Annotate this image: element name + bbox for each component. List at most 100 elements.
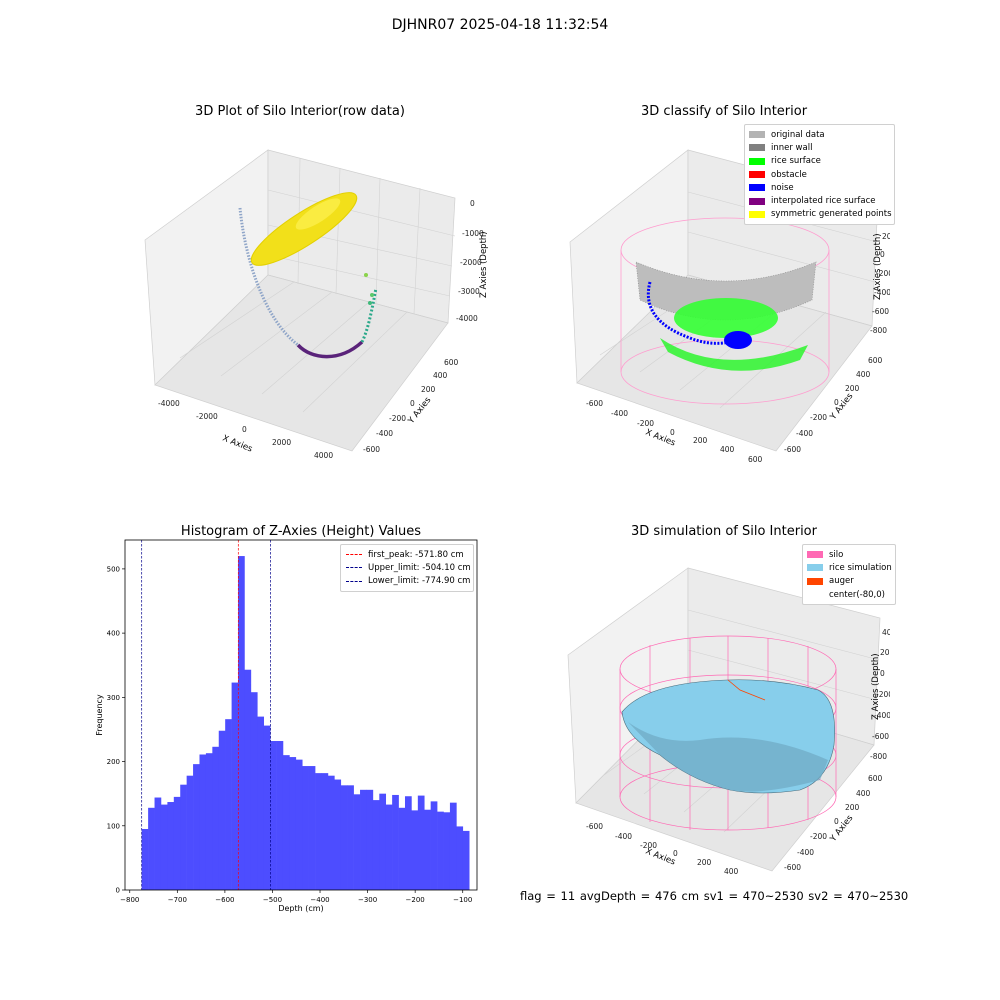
histogram-bar	[225, 719, 232, 890]
histogram-bar	[340, 785, 348, 890]
x-tick-label: −300	[358, 896, 377, 904]
y-tick: 600	[868, 774, 883, 783]
legend-swatch	[807, 577, 823, 585]
y-tick: -400	[796, 429, 813, 438]
x-axis: −800 −700 −600 −500 −400 −300 −200 −100	[120, 890, 472, 904]
histogram-bar	[212, 746, 220, 890]
histogram-bar	[385, 804, 393, 890]
legend-item: first_peak: -571.80 cm	[346, 548, 468, 561]
z-axis-label: Z Axies (Depth)	[479, 231, 489, 298]
histogram-bar	[141, 828, 149, 890]
y-tick-label: 100	[107, 822, 120, 830]
simulation-plot-title: 3D simulation of Silo Interior	[631, 524, 817, 539]
histogram-bar	[205, 753, 213, 890]
y-tick: 600	[444, 358, 459, 367]
histogram-bar	[347, 785, 354, 890]
z-tick: -200	[876, 269, 890, 278]
z-tick: -2000	[460, 258, 482, 267]
histogram-bar	[334, 779, 342, 890]
legend-swatch	[807, 551, 823, 559]
z-tick: 0	[880, 250, 885, 259]
y-tick: 0	[834, 398, 839, 407]
histogram-bar	[250, 692, 258, 890]
z-tick: -400	[874, 711, 890, 720]
histogram-bar	[366, 789, 374, 890]
legend-label: rice surface	[771, 156, 821, 167]
histogram-title: Histogram of Z-Axies (Height) Values	[180, 524, 422, 539]
histogram-legend: first_peak: -571.80 cm Upper_limit: -504…	[340, 544, 474, 592]
histogram-chart: −800 −700 −600 −500 −400 −300 −200 −100 0 100 200…	[95, 539, 478, 913]
y-tick: -400	[797, 848, 814, 857]
z-tick: -4000	[456, 314, 478, 323]
legend-item: noise	[749, 181, 890, 194]
legend-item: inner wall	[749, 141, 890, 154]
legend-item: Lower_limit: -774.90 cm	[346, 575, 470, 588]
legend-item: rice surface	[749, 155, 890, 168]
z-axis-label: Z Axies (Depth)	[873, 233, 883, 300]
x-tick-label: −800	[120, 896, 139, 904]
z-tick: 0	[880, 669, 885, 678]
plot-frame	[124, 539, 478, 891]
histogram-bar	[186, 775, 194, 890]
y-axis: 0 100 200 300 400 500	[107, 565, 125, 895]
x-tick: -4000	[158, 399, 180, 408]
x-tick: -200	[637, 419, 654, 428]
histogram-bar	[379, 793, 387, 890]
histogram-bar	[244, 669, 252, 890]
histogram-bar	[238, 556, 245, 890]
y-tick-label: 300	[107, 694, 120, 702]
y-tick: 200	[845, 384, 860, 393]
x-tick: 0	[673, 849, 678, 858]
legend-label: obstacle	[771, 169, 807, 180]
z-axis-label: Z Axies (Depth)	[871, 653, 881, 720]
histogram-bar	[353, 794, 361, 890]
legend-swatch	[749, 171, 765, 179]
z-tick: 200	[880, 648, 890, 657]
x-tick: 400	[720, 445, 735, 454]
x-tick: 200	[693, 436, 708, 445]
legend-swatch	[749, 131, 765, 139]
y-tick: 400	[433, 371, 448, 380]
y-tick: -200	[810, 413, 827, 422]
histogram-bar	[398, 807, 406, 890]
legend-item: original data	[749, 128, 890, 141]
histogram-bar	[424, 809, 431, 890]
histogram-bar	[295, 759, 303, 890]
x-tick: 2000	[272, 438, 291, 447]
histogram-bar	[327, 775, 335, 890]
legend-swatch	[749, 144, 765, 152]
y-tick: 200	[421, 385, 436, 394]
legend-label: first_peak: -571.80 cm	[368, 549, 464, 560]
y-axis-label: Y Axies	[828, 813, 856, 845]
x-tick: -400	[611, 409, 628, 418]
legend-label: symmetric generated points	[771, 209, 892, 220]
histogram-reference-lines	[141, 540, 271, 890]
histogram-bar	[308, 766, 316, 890]
histogram-bar	[276, 741, 284, 890]
legend-swatch	[749, 184, 765, 192]
x-tick-label: −400	[310, 896, 329, 904]
x-tick: -2000	[196, 412, 218, 421]
z-tick: -1000	[462, 229, 484, 238]
legend-label: rice simulation	[829, 562, 892, 573]
legend-label: Upper_limit: -504.10 cm	[368, 562, 471, 573]
pane-floor	[154, 274, 449, 452]
raw-3d-plot: -4000 -2000 0 2000 4000 600 400 200 0 -2…	[144, 149, 489, 460]
histogram-bar	[315, 773, 322, 890]
y-tick: -200	[389, 414, 406, 423]
histogram-bar	[180, 784, 187, 890]
histogram-bars	[141, 556, 470, 890]
histogram-bar	[263, 725, 271, 890]
histogram-bar	[154, 797, 162, 890]
y-tick: 0	[410, 399, 415, 408]
raw-plot-title: 3D Plot of Silo Interior(row data)	[195, 104, 405, 119]
y-tick: -600	[363, 445, 380, 454]
legend-label: inner wall	[771, 142, 813, 153]
z-tick: 400	[882, 628, 890, 637]
histogram-bar	[218, 730, 226, 890]
legend-swatch	[807, 591, 823, 599]
histogram-bar	[289, 757, 297, 890]
y-tick: -600	[784, 445, 801, 454]
z-tick: -600	[872, 307, 889, 316]
histogram-bar	[411, 810, 419, 890]
